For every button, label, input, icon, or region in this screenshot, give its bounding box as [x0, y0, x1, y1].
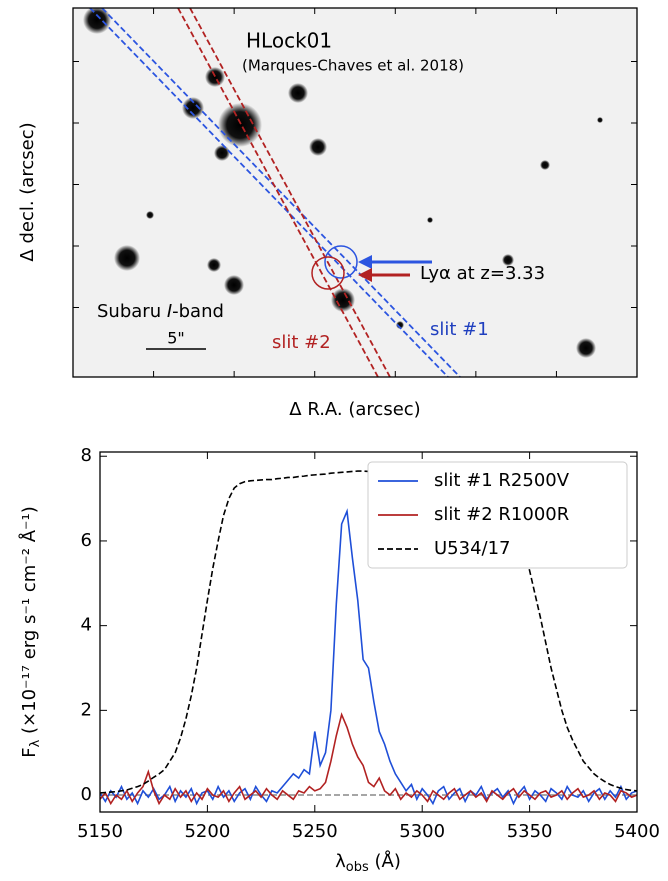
- x-tick-label: 5150: [77, 821, 123, 842]
- x-tick-label: 5400: [614, 821, 660, 842]
- x-unit: (Å): [369, 850, 401, 872]
- arrows: [358, 255, 432, 282]
- sky-image: [73, 8, 637, 377]
- y-axis-label: Fλ (×10⁻¹⁷ erg s⁻¹ cm⁻² Å⁻¹): [18, 506, 43, 758]
- scale-label: 5": [167, 329, 185, 348]
- series-line: [100, 508, 637, 806]
- y-tick-label: 6: [81, 530, 92, 551]
- legend-label: U534/17: [434, 538, 511, 559]
- y-symbol: F: [19, 747, 40, 757]
- x-axis-label: λobs (Å): [335, 850, 401, 875]
- slit2-aperture: [311, 256, 345, 290]
- x-tick-label: 5250: [292, 821, 338, 842]
- y-tick-label: 8: [81, 445, 92, 466]
- x-symbol: λ: [335, 851, 346, 872]
- image-xlabel: Δ R.A. (arcsec): [289, 399, 420, 420]
- plot-frame: [99, 451, 638, 813]
- image-ticks: [73, 8, 637, 377]
- stars: [83, 8, 603, 358]
- band-label: Subaru I-band: [97, 301, 224, 322]
- image-title: HLock01: [246, 29, 332, 53]
- image-frame: [72, 7, 638, 378]
- legend-label: slit #1 R2500V: [434, 470, 570, 491]
- x-tick-label: 5350: [507, 821, 553, 842]
- legend-box: [367, 461, 628, 569]
- series-line: [100, 712, 637, 806]
- y-tick-label: 0: [81, 784, 92, 805]
- band-suffix: -band: [172, 301, 224, 322]
- y-unit: (×10⁻¹⁷ erg s⁻¹ cm⁻² Å⁻¹): [18, 506, 40, 739]
- x-subscript: obs: [346, 860, 369, 875]
- band-prefix: Subaru: [97, 301, 167, 322]
- slits: [89, 8, 461, 377]
- slit-label: slit #1: [430, 319, 489, 340]
- y-tick-label: 4: [81, 615, 92, 636]
- band-name: I: [167, 301, 172, 322]
- y-subscript: λ: [28, 739, 43, 747]
- y-tick-label: 2: [81, 699, 92, 720]
- annotation: Lyα at z=3.33: [420, 263, 545, 284]
- legend-label: slit #2 R1000R: [434, 504, 569, 525]
- image-subtitle: (Marques-Chaves et al. 2018): [242, 57, 464, 75]
- slit-label: slit #2: [272, 332, 331, 353]
- image-ylabel: Δ decl. (arcsec): [17, 122, 38, 261]
- x-tick-label: 5200: [184, 821, 230, 842]
- slit1-aperture: [324, 245, 358, 279]
- x-tick-label: 5300: [399, 821, 445, 842]
